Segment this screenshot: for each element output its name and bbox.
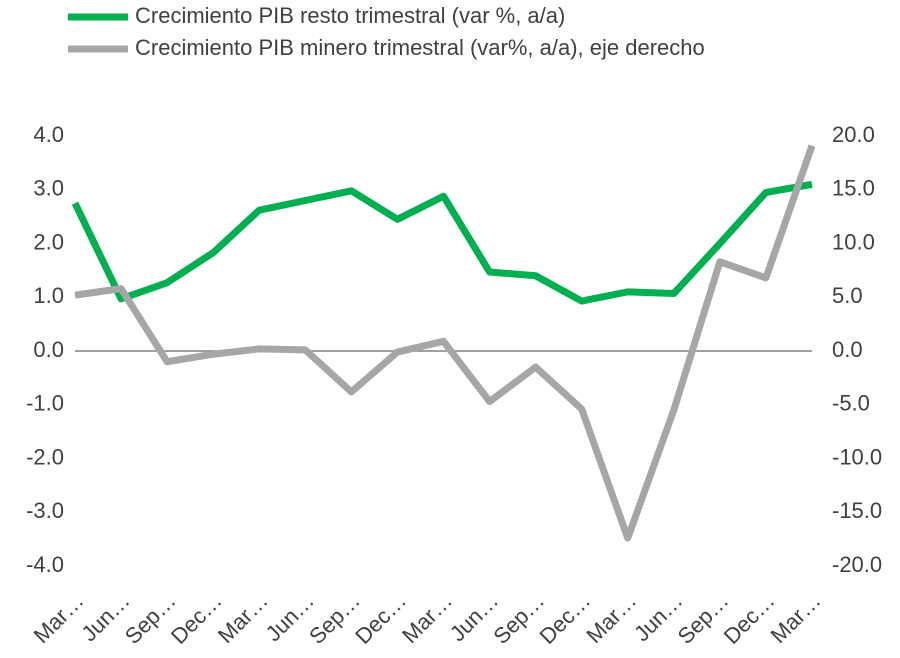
x-tick-label: Dec… xyxy=(350,588,411,649)
y2-tick-label: -15.0 xyxy=(832,498,882,523)
legend-label: Crecimiento PIB minero trimestral (var%,… xyxy=(135,35,705,60)
y-tick-label: 0.0 xyxy=(33,337,64,362)
y-tick-label: 2.0 xyxy=(33,229,64,254)
y2-tick-label: 5.0 xyxy=(832,283,863,308)
x-tick-label: Mar… xyxy=(397,588,457,648)
x-tick-label: Sep… xyxy=(120,588,181,649)
x-tick-label: Mar… xyxy=(766,588,826,648)
series-line xyxy=(71,180,813,305)
series-line xyxy=(74,144,816,542)
x-tick-label: Sep… xyxy=(488,588,549,649)
y2-tick-label: -5.0 xyxy=(832,391,870,416)
x-tick-label: Dec… xyxy=(534,588,595,649)
legend-label: Crecimiento PIB resto trimestral (var %,… xyxy=(135,3,565,28)
y2-tick-label: -20.0 xyxy=(832,552,882,577)
y-tick-label: -3.0 xyxy=(26,498,64,523)
y2-tick-label: 20.0 xyxy=(832,122,875,147)
x-tick-label: Mar… xyxy=(581,588,641,648)
x-tick-label: Mar… xyxy=(213,588,273,648)
y2-tick-label: -10.0 xyxy=(832,444,882,469)
y-tick-label: 4.0 xyxy=(33,122,64,147)
x-tick-label: Mar… xyxy=(29,588,89,648)
x-tick-label: Sep… xyxy=(304,588,365,649)
y-tick-label: -2.0 xyxy=(26,444,64,469)
y-tick-label: 1.0 xyxy=(33,283,64,308)
y2-tick-label: 10.0 xyxy=(832,229,875,254)
x-tick-label: Dec… xyxy=(719,588,780,649)
y2-tick-label: 0.0 xyxy=(832,337,863,362)
y-tick-label: 3.0 xyxy=(33,176,64,201)
x-tick-label: Sep… xyxy=(673,588,734,649)
y-tick-label: -4.0 xyxy=(26,552,64,577)
y-tick-label: -1.0 xyxy=(26,391,64,416)
y2-tick-label: 15.0 xyxy=(832,176,875,201)
x-tick-label: Dec… xyxy=(166,588,227,649)
